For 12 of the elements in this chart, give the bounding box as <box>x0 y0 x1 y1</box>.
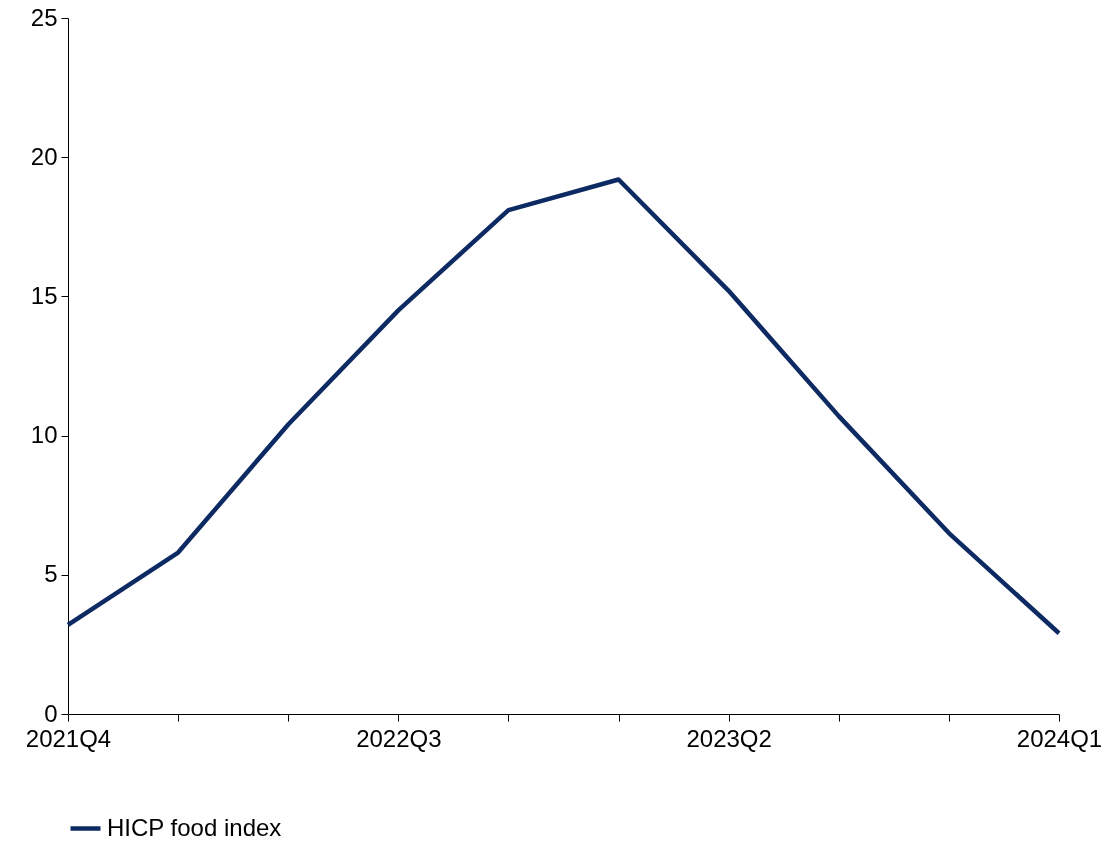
legend-label: HICP food index <box>107 813 282 841</box>
x-tick-label: 2024Q1 <box>1016 724 1103 752</box>
y-tick-label: 20 <box>30 142 58 170</box>
x-tick-label: 2022Q3 <box>356 724 442 752</box>
y-tick-label: 0 <box>44 699 58 727</box>
x-tick-label: 2023Q2 <box>686 724 772 752</box>
line-series <box>65 177 1062 636</box>
y-tick-label: 10 <box>30 421 58 449</box>
x-tick-label: 2021Q4 <box>25 724 112 752</box>
y-tick-label: 15 <box>30 281 58 309</box>
y-tick-label: 25 <box>30 3 58 31</box>
y-tick-label: 5 <box>44 560 58 588</box>
